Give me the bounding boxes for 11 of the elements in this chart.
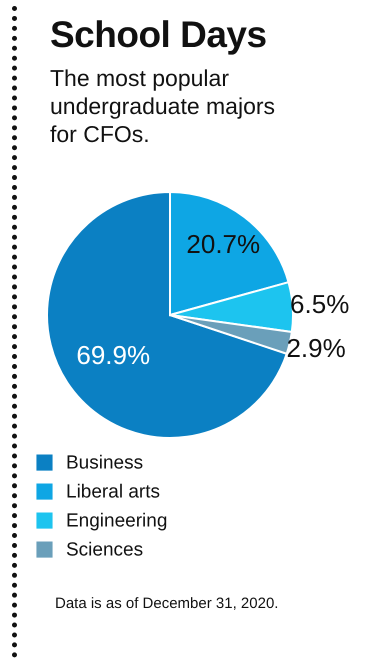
text: Data is as of December 31, 2020. [55, 594, 280, 614]
legend-label: Engineering [66, 510, 168, 532]
data-label: 6.5% [290, 289, 350, 320]
data-label: 2.9% [286, 333, 346, 364]
legend-label: Liberal arts [66, 482, 160, 502]
legend-label: Business [66, 452, 144, 474]
data-label: 69.9% [76, 340, 150, 370]
data-label: 20.7% [186, 228, 260, 259]
legend-label: Sciences [66, 540, 144, 560]
chart-subtitle: The most popular undergraduate majors for CFOs. [50, 64, 276, 148]
chart-title: School Days [50, 14, 267, 56]
